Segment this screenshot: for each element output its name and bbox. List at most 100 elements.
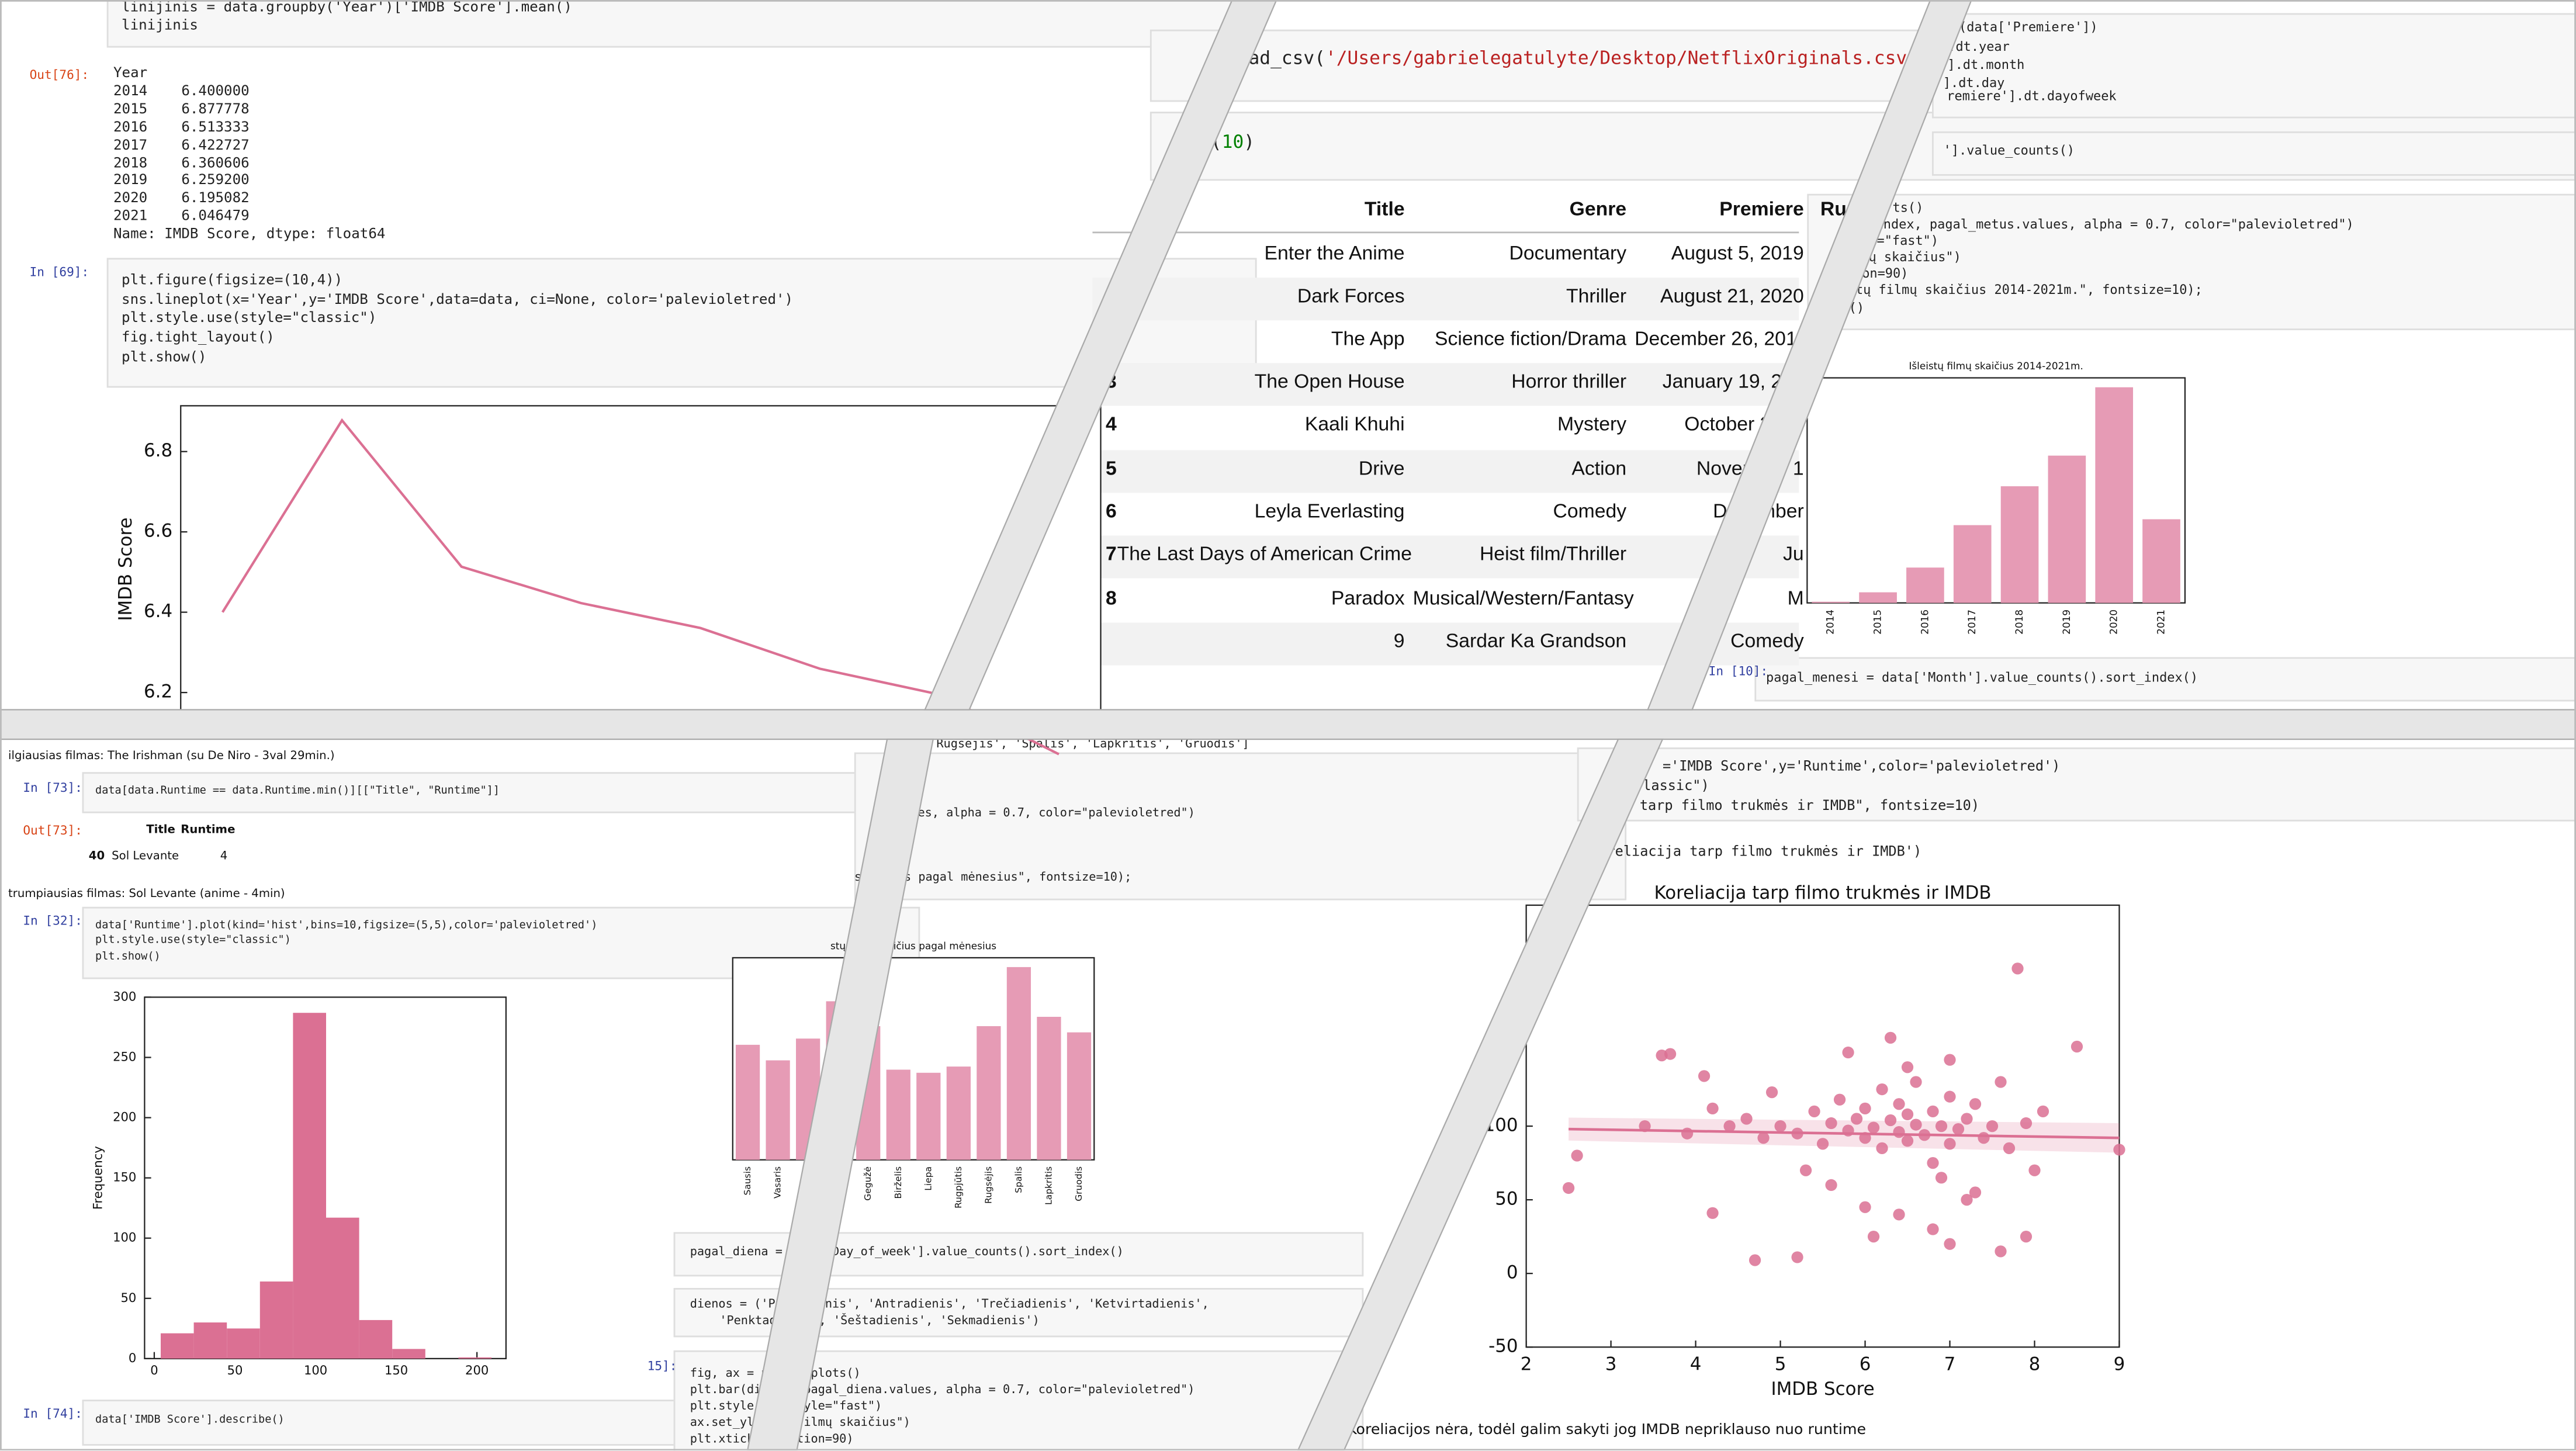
bar bbox=[2000, 486, 2039, 603]
in-prompt: 15]: bbox=[647, 1358, 677, 1374]
scatter-point bbox=[1935, 1172, 1948, 1184]
scatter-point bbox=[2020, 1231, 2033, 1243]
scatter-point bbox=[1944, 1054, 1956, 1066]
scatter-point bbox=[1799, 1164, 1812, 1176]
scatter-point bbox=[1901, 1108, 1914, 1121]
table-cell: Comedy bbox=[1553, 499, 1627, 522]
scatter-point bbox=[1986, 1120, 1999, 1133]
scatter-point bbox=[1859, 1102, 1871, 1114]
scatter-point bbox=[1969, 1186, 1982, 1199]
output-line: 2021 6.046479 bbox=[113, 209, 250, 226]
bar bbox=[1953, 525, 1992, 603]
x-tick-label: 2019 bbox=[2061, 610, 2072, 635]
y-tick-label: 0 bbox=[129, 1350, 136, 1365]
table-cell: Sardar Ka Grandson bbox=[1445, 629, 1627, 653]
y-axis-label: Frequency bbox=[91, 1146, 105, 1210]
x-tick-label: 0 bbox=[150, 1363, 158, 1377]
row-index: 8 bbox=[1105, 586, 1117, 610]
table-header: Title bbox=[146, 823, 175, 836]
scatter-point bbox=[1952, 1123, 1965, 1135]
table-cell: Ju bbox=[1783, 542, 1804, 566]
code-token: '/Users/gabrielegatulyte/Desktop/Netflix… bbox=[1325, 47, 1918, 70]
scatter-point bbox=[1765, 1086, 1778, 1099]
row-index: 5 bbox=[1105, 456, 1117, 480]
hist-bar bbox=[458, 1357, 492, 1359]
y-tick-label: 6.8 bbox=[144, 440, 172, 461]
separator-band bbox=[746, 738, 934, 1451]
code-token: ) bbox=[1244, 131, 1255, 153]
table-cell: M bbox=[1787, 586, 1804, 610]
hist-bar bbox=[359, 1320, 393, 1359]
scatter-point bbox=[1749, 1254, 1761, 1266]
code-line: ts() bbox=[1892, 200, 1924, 216]
y-tick-label: 300 bbox=[113, 989, 136, 1003]
bar bbox=[977, 1026, 1001, 1160]
table-cell: Enter the Anime bbox=[1264, 241, 1405, 265]
table-cell: The Open House bbox=[1254, 369, 1405, 393]
code-line: linijinis = data.groupby('Year')['IMDB S… bbox=[122, 0, 572, 17]
x-tick-label: 9 bbox=[2114, 1354, 2125, 1375]
scatter-point bbox=[1927, 1156, 1939, 1169]
scatter-point bbox=[1571, 1149, 1583, 1162]
header-rule bbox=[1092, 231, 1799, 234]
scatter-point bbox=[1944, 1090, 1956, 1103]
y-tick-label: 200 bbox=[113, 1110, 136, 1124]
scatter-point bbox=[1681, 1127, 1694, 1140]
table-cell: Action bbox=[1571, 456, 1627, 480]
table-cell: Paradox bbox=[1331, 586, 1405, 610]
code-line: '].value_counts() bbox=[1943, 143, 2075, 158]
scatter-point bbox=[1859, 1201, 1871, 1213]
y-tick-label: 6.2 bbox=[144, 681, 172, 702]
table-cell: Kaali Khuhi bbox=[1304, 412, 1405, 435]
code-token: 10 bbox=[1221, 131, 1244, 153]
scatter-point bbox=[1893, 1126, 1905, 1138]
scatter-point bbox=[1927, 1223, 1939, 1235]
code-cell bbox=[1577, 747, 2576, 822]
scatter-point bbox=[2020, 1117, 2033, 1130]
code-line: plt.show() bbox=[122, 349, 207, 366]
code-line: pagal_diena = data['Day_of_week'].value_… bbox=[690, 1244, 1124, 1259]
x-tick-label: 2017 bbox=[1966, 610, 1978, 635]
line-series bbox=[221, 418, 1060, 756]
scatter-point bbox=[1706, 1102, 1719, 1114]
code-cell bbox=[1754, 657, 2576, 702]
scatter-point bbox=[1757, 1132, 1770, 1144]
scatter-point bbox=[1969, 1098, 1982, 1110]
code-line: '].dt.day bbox=[1935, 75, 2005, 91]
code-line: plt.show() bbox=[95, 948, 161, 962]
row-index: 40 bbox=[88, 849, 105, 863]
x-tick-label: 2021 bbox=[2155, 610, 2167, 635]
x-tick-label: 2015 bbox=[1872, 610, 1883, 635]
trend-line bbox=[1569, 1127, 2120, 1140]
code-line: data[data.Runtime == data.Runtime.min()]… bbox=[95, 783, 500, 797]
table-cell: Sol Levante bbox=[112, 849, 179, 863]
output-line: 2015 6.877778 bbox=[113, 101, 250, 118]
x-axis-label: IMDB Score bbox=[1771, 1379, 1874, 1400]
y-tick-label: 6.4 bbox=[144, 601, 172, 622]
x-tick-label: 200 bbox=[465, 1363, 489, 1377]
table-cell: The Last Days of American Crime bbox=[1117, 542, 1412, 566]
x-tick-label: Sausis bbox=[742, 1166, 753, 1195]
x-tick-label: 50 bbox=[227, 1363, 243, 1377]
scatter-point bbox=[1944, 1238, 1956, 1250]
scatter-point bbox=[1893, 1098, 1905, 1110]
table-cell: Documentary bbox=[1509, 241, 1627, 265]
separator-band bbox=[1646, 0, 1972, 711]
scatter-point bbox=[1791, 1251, 1803, 1263]
row-index: 6 bbox=[1105, 499, 1117, 522]
table-cell: Heist film/Thriller bbox=[1479, 542, 1627, 566]
code-line: ad_csv('/Users/gabrielegatulyte/Desktop/… bbox=[1249, 47, 1929, 70]
scatter-point bbox=[1961, 1113, 1973, 1125]
scatter-point bbox=[1825, 1179, 1837, 1192]
bar bbox=[2048, 455, 2086, 603]
table-cell: Musical/Western/Fantasy bbox=[1412, 586, 1634, 610]
separator-band bbox=[0, 709, 2576, 740]
bar bbox=[886, 1069, 910, 1160]
table-cell: December 26, 2019 bbox=[1635, 327, 1808, 350]
code-line: a tarp filmo trukmės ir IMDB", fontsize=… bbox=[1623, 797, 1980, 813]
bar bbox=[766, 1060, 790, 1160]
code-cell bbox=[1931, 13, 2576, 119]
code-line: linijinis bbox=[122, 18, 198, 35]
code-line: Rugsėjis', 'Spalis', 'Lapkritis', 'Gruod… bbox=[936, 736, 1249, 751]
